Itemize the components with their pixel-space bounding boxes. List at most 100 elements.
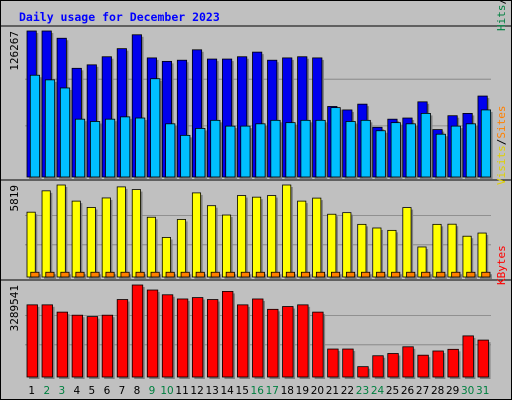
x-tick-label-3: 3 bbox=[58, 385, 65, 397]
bar-visits-12-fill bbox=[191, 192, 202, 278]
bar-sites-18-fill bbox=[285, 271, 295, 278]
bar-kbytes-13 bbox=[206, 299, 220, 379]
bar-files-3 bbox=[59, 87, 72, 179]
bar-files-9 bbox=[150, 78, 162, 179]
bar-sites-1-fill bbox=[30, 271, 40, 278]
bar-visits-15-fill bbox=[237, 195, 247, 278]
bar-visits-4 bbox=[71, 200, 83, 279]
bar-files-6-fill bbox=[105, 118, 116, 178]
chart-panels: 126267Hits/Files/Pages5819Visits/Sites32… bbox=[1, 1, 512, 379]
x-tick-label-19: 19 bbox=[296, 385, 309, 397]
bar-files-4 bbox=[75, 118, 87, 179]
bar-kbytes-23-fill bbox=[357, 366, 369, 378]
bar-kbytes-18-fill bbox=[282, 306, 294, 378]
x-tick-label-8: 8 bbox=[134, 385, 141, 397]
bar-files-18 bbox=[285, 122, 298, 179]
legend-entry: / bbox=[495, 1, 508, 5]
bar-files-29 bbox=[450, 125, 463, 179]
bar-files-26-fill bbox=[405, 123, 416, 178]
bar-sites-5-fill bbox=[90, 271, 100, 278]
chart-title: Daily usage for December 2023 bbox=[19, 10, 220, 24]
bar-sites-20-fill bbox=[315, 271, 326, 278]
x-tick-label-6: 6 bbox=[104, 385, 111, 397]
bar-kbytes-30 bbox=[462, 335, 476, 379]
bar-kbytes-6 bbox=[101, 314, 115, 379]
bar-visits-8-fill bbox=[131, 189, 141, 278]
bar-visits-17 bbox=[267, 195, 278, 279]
bar-visits-21 bbox=[327, 213, 338, 279]
bar-visits-14-fill bbox=[222, 214, 232, 278]
bar-visits-6 bbox=[101, 197, 113, 279]
legend-entry: Visits bbox=[495, 145, 508, 185]
bar-sites-30-fill bbox=[466, 271, 476, 278]
bar-visits-9 bbox=[146, 216, 158, 279]
legend-kbytes: KBytes bbox=[495, 245, 508, 285]
bar-files-23-fill bbox=[360, 119, 371, 178]
bar-sites-31-fill bbox=[481, 271, 491, 278]
bar-kbytes-4-fill bbox=[71, 314, 84, 378]
bar-visits-18-fill bbox=[282, 184, 292, 278]
bar-visits-3 bbox=[56, 184, 68, 279]
x-tick-label-25: 25 bbox=[386, 385, 399, 397]
bar-files-28 bbox=[435, 133, 448, 179]
bar-files-13 bbox=[210, 119, 223, 179]
x-tick-label-9: 9 bbox=[149, 385, 156, 397]
bar-sites-14-fill bbox=[225, 271, 235, 278]
x-tick-label-23: 23 bbox=[356, 385, 369, 397]
bar-sites-11-fill bbox=[180, 271, 190, 278]
bar-files-17-fill bbox=[270, 119, 281, 178]
bar-files-11 bbox=[180, 134, 192, 179]
bar-files-19-fill bbox=[300, 119, 311, 178]
bar-sites-10 bbox=[165, 271, 177, 279]
bar-sites-20 bbox=[315, 271, 327, 279]
bar-sites-23-fill bbox=[361, 271, 371, 278]
bar-sites-3-fill bbox=[60, 271, 70, 278]
bar-visits-1 bbox=[26, 211, 38, 279]
bar-visits-23 bbox=[357, 223, 368, 279]
x-tick-label-24: 24 bbox=[371, 385, 385, 397]
bar-visits-9-fill bbox=[146, 216, 156, 278]
x-tick-label-28: 28 bbox=[431, 385, 444, 397]
bar-files-28-fill bbox=[435, 133, 446, 178]
bar-files-20-fill bbox=[315, 119, 326, 178]
bar-kbytes-27-fill bbox=[417, 354, 429, 378]
bar-kbytes-2 bbox=[41, 304, 55, 379]
bar-files-30-fill bbox=[465, 123, 476, 178]
bar-visits-11-fill bbox=[176, 219, 186, 278]
bar-files-9-fill bbox=[150, 78, 161, 178]
bar-sites-21-fill bbox=[331, 271, 341, 278]
bar-sites-14 bbox=[225, 271, 237, 279]
bar-kbytes-27 bbox=[417, 354, 431, 379]
panel-kbytes: 3289541 KBytes bbox=[1, 245, 512, 379]
y-max-label: 126267 bbox=[8, 31, 21, 71]
bar-kbytes-24-fill bbox=[372, 355, 384, 378]
bar-kbytes-31 bbox=[477, 339, 491, 379]
bar-files-30 bbox=[465, 123, 478, 179]
bar-kbytes-15 bbox=[237, 304, 250, 379]
bar-kbytes-3 bbox=[56, 311, 70, 379]
bar-files-2 bbox=[44, 79, 57, 179]
bar-visits-28-fill bbox=[432, 223, 442, 278]
bar-sites-13 bbox=[210, 271, 222, 279]
bar-files-14-fill bbox=[225, 125, 236, 178]
bar-sites-25-fill bbox=[391, 271, 401, 278]
bar-kbytes-22 bbox=[342, 348, 356, 379]
bar-visits-26 bbox=[402, 207, 414, 279]
bar-files-22-fill bbox=[345, 121, 356, 178]
bar-visits-20 bbox=[312, 197, 323, 279]
bar-visits-24 bbox=[372, 227, 384, 279]
bar-files-7 bbox=[120, 116, 132, 179]
bar-kbytes-14 bbox=[222, 291, 235, 379]
y-max-label: 5819 bbox=[8, 185, 21, 212]
bar-kbytes-25-fill bbox=[387, 353, 399, 378]
bar-kbytes-7-fill bbox=[116, 299, 129, 378]
x-tick-label-12: 12 bbox=[190, 385, 203, 397]
bar-kbytes-17 bbox=[267, 308, 281, 379]
bar-visits-10-fill bbox=[161, 237, 171, 278]
x-tick-label-14: 14 bbox=[220, 385, 234, 397]
bar-kbytes-30-fill bbox=[462, 335, 474, 378]
bar-files-24-fill bbox=[375, 130, 386, 178]
bar-visits-12 bbox=[191, 192, 203, 279]
bar-sites-17 bbox=[270, 271, 282, 279]
bar-sites-29 bbox=[451, 271, 462, 279]
